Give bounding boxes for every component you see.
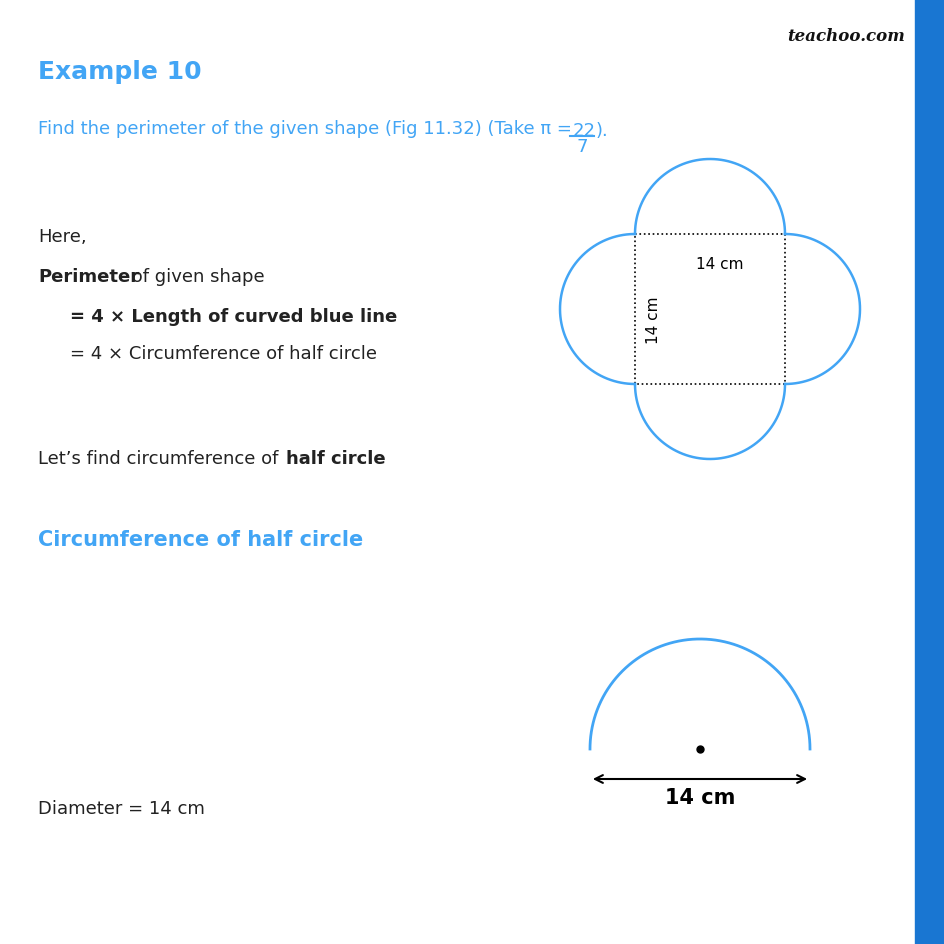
Text: 14 cm: 14 cm	[665, 787, 734, 807]
Bar	[914, 0, 944, 944]
Text: Find the perimeter of the given shape (Fig 11.32) (Take π =: Find the perimeter of the given shape (F…	[38, 120, 577, 138]
Text: = 4 × Length of curved blue line: = 4 × Length of curved blue line	[70, 308, 396, 326]
Text: 14 cm: 14 cm	[696, 257, 743, 272]
Text: 14 cm: 14 cm	[645, 295, 660, 344]
Text: teachoo.com: teachoo.com	[786, 28, 904, 45]
Text: half circle: half circle	[286, 449, 385, 467]
Text: of given shape: of given shape	[126, 268, 264, 286]
Text: Let’s find circumference of: Let’s find circumference of	[38, 449, 284, 467]
Text: Circumference of half circle: Circumference of half circle	[38, 530, 362, 549]
Text: 7: 7	[577, 138, 588, 156]
Text: ).: ).	[596, 122, 608, 140]
Text: = 4 × Circumference of half circle: = 4 × Circumference of half circle	[70, 345, 377, 362]
Text: 22: 22	[572, 122, 596, 140]
Text: Here,: Here,	[38, 228, 87, 245]
Text: Example 10: Example 10	[38, 59, 201, 84]
Text: Diameter = 14 cm: Diameter = 14 cm	[38, 800, 205, 818]
Text: Perimeter: Perimeter	[38, 268, 139, 286]
Bar	[634, 235, 784, 384]
